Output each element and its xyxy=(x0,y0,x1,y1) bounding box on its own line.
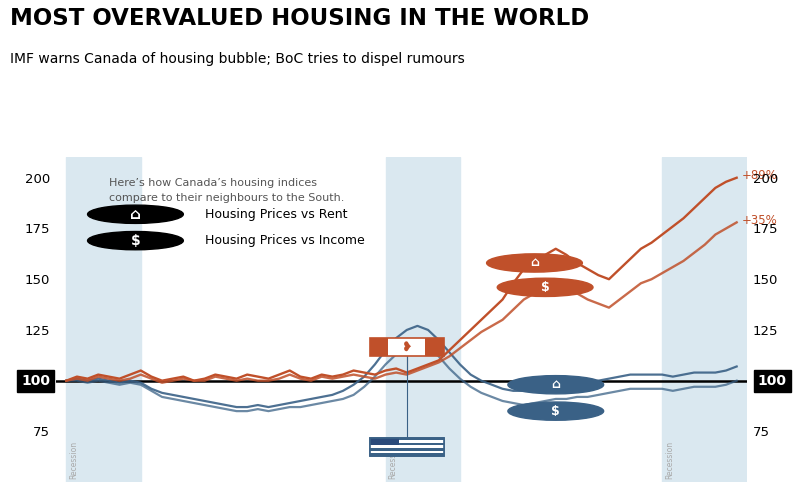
Text: $: $ xyxy=(130,234,141,247)
Text: 100: 100 xyxy=(758,374,787,388)
Text: ⌂: ⌂ xyxy=(551,378,560,391)
Bar xyxy=(662,157,769,482)
Text: Recession: Recession xyxy=(69,441,79,479)
Text: $: $ xyxy=(552,404,560,418)
Bar xyxy=(370,437,444,440)
Circle shape xyxy=(508,402,603,420)
Text: ⌂: ⌂ xyxy=(530,256,539,270)
Circle shape xyxy=(87,205,184,223)
Bar xyxy=(370,443,444,445)
Text: MOST OVERVALUED HOUSING IN THE WORLD: MOST OVERVALUED HOUSING IN THE WORLD xyxy=(10,7,590,31)
Text: Housing Prices vs Income: Housing Prices vs Income xyxy=(204,234,364,247)
Circle shape xyxy=(508,375,603,394)
Circle shape xyxy=(487,254,583,272)
Text: Here’s how Canada’s housing indices
compare to their neighbours to the South.: Here’s how Canada’s housing indices comp… xyxy=(109,178,344,203)
Text: ❥: ❥ xyxy=(401,340,412,354)
Bar xyxy=(370,453,444,456)
Text: +35%: +35% xyxy=(742,214,778,227)
Bar xyxy=(370,445,444,448)
Bar xyxy=(370,437,399,445)
Text: 100: 100 xyxy=(21,374,50,388)
Text: IMF warns Canada of housing bubble; BoC tries to dispel rumours: IMF warns Canada of housing bubble; BoC … xyxy=(10,52,465,65)
Text: +89%: +89% xyxy=(742,169,778,182)
Text: Recession: Recession xyxy=(665,441,674,479)
Circle shape xyxy=(87,232,184,250)
Text: Recession: Recession xyxy=(389,441,398,479)
Bar xyxy=(370,437,444,456)
Circle shape xyxy=(497,278,593,297)
Text: $: $ xyxy=(541,281,549,294)
Text: ⌂: ⌂ xyxy=(130,207,141,222)
Bar xyxy=(370,440,444,443)
Bar xyxy=(370,437,444,456)
Bar xyxy=(370,451,444,453)
Bar xyxy=(425,338,444,356)
Bar xyxy=(66,157,141,482)
Bar xyxy=(370,338,388,356)
Bar xyxy=(370,338,444,356)
Bar xyxy=(386,157,460,482)
Bar xyxy=(370,448,444,451)
Text: Housing Prices vs Rent: Housing Prices vs Rent xyxy=(204,208,347,221)
